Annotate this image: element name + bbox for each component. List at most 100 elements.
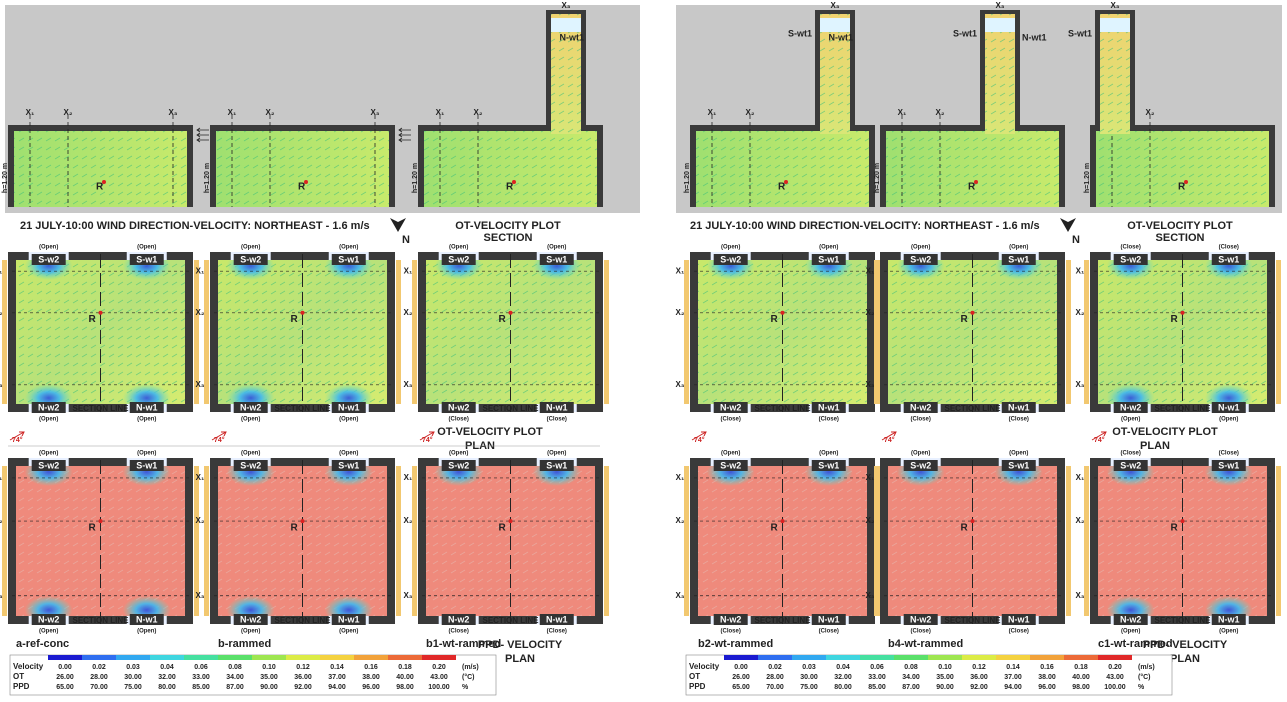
- legend-value: 100.00: [1104, 684, 1126, 691]
- reference-point: [301, 311, 305, 315]
- case-label: b2-wt-rammed: [698, 638, 773, 650]
- legend-unit: (°C): [1138, 673, 1151, 681]
- window-status: (Close): [1121, 451, 1141, 457]
- window-label: S-w1: [1218, 254, 1239, 264]
- x-marker-label: X₁: [866, 473, 875, 482]
- legend-value: 0.12: [972, 664, 986, 671]
- legend-swatch: [150, 655, 184, 660]
- x-marker-label: X₃: [403, 380, 412, 389]
- tower-opening: [1100, 18, 1130, 32]
- side-strip: [204, 466, 209, 616]
- window-label: N-w2: [448, 614, 470, 624]
- side-strip: [684, 466, 689, 616]
- legend-value: 0.10: [938, 664, 952, 671]
- legend-value: 98.00: [396, 684, 414, 691]
- plan-title: OT-VELOCITY PLOT: [437, 426, 543, 438]
- angle-label: 74°: [694, 436, 705, 444]
- window-label: S-w2: [1120, 460, 1141, 470]
- window-label: N-w1: [818, 402, 840, 412]
- north-label: N: [1072, 234, 1080, 246]
- legend-value: 0.00: [58, 664, 72, 671]
- side-strip: [1084, 260, 1089, 404]
- x-marker-label: X₂: [474, 108, 483, 117]
- header: 21 JULY-10:00 WIND DIRECTION-VELOCITY: N…: [20, 220, 370, 232]
- legend-value: 90.00: [936, 684, 954, 691]
- window-label: S-w2: [910, 460, 931, 470]
- legend-row-label: PPD: [689, 682, 706, 691]
- legend-swatch: [1064, 655, 1098, 660]
- window-label: N-w1: [136, 614, 158, 624]
- side-strip: [604, 260, 609, 404]
- section-vectors: [14, 131, 187, 207]
- legend-value: 30.00: [124, 674, 142, 681]
- section-vectors: [216, 131, 389, 207]
- section-line-label: SECTION LINE: [944, 616, 1001, 625]
- window-status: (Open): [39, 629, 58, 635]
- window-label: S-w2: [448, 254, 469, 264]
- legend-swatch: [82, 655, 116, 660]
- legend-value: 0.12: [296, 664, 310, 671]
- x-marker-label: X₂: [1146, 108, 1155, 117]
- x-marker-label: X₁: [1076, 473, 1085, 482]
- x-marker-label: X₃: [1075, 591, 1084, 600]
- height-label: h=1.20 m: [412, 163, 419, 193]
- reference-label: R: [291, 314, 299, 325]
- tower-opening: [985, 18, 1015, 32]
- x-marker-label: X₃: [0, 380, 3, 389]
- window-label: N-w1: [1218, 402, 1240, 412]
- side-strip: [412, 260, 417, 404]
- legend-value: 100.00: [428, 684, 450, 691]
- angle-label: 74°: [884, 436, 895, 444]
- x-marker-label: X₃: [1110, 1, 1119, 10]
- window-label: N-w2: [240, 402, 262, 412]
- window-label: N-w2: [910, 402, 932, 412]
- x-marker-label: X₁: [26, 108, 35, 117]
- reference-label: R: [1178, 182, 1186, 193]
- legend-unit: (m/s): [462, 664, 479, 671]
- legend-value: 0.02: [92, 664, 106, 671]
- legend-value: 33.00: [192, 674, 210, 681]
- window-status: (Open): [1121, 417, 1140, 423]
- window-label: S-w1: [1218, 460, 1239, 470]
- north-arrow: [1060, 218, 1076, 232]
- angle-label: 74°: [214, 436, 225, 444]
- side-strip: [874, 260, 879, 404]
- legend-value: 0.14: [1006, 664, 1020, 671]
- legend-value: 0.06: [194, 664, 208, 671]
- north-arrow: [390, 218, 406, 232]
- legend-value: 92.00: [294, 684, 312, 691]
- window-label: S-w2: [910, 254, 931, 264]
- legend-swatch: [962, 655, 996, 660]
- x-marker-label: X₁: [196, 266, 205, 275]
- side-strip: [1276, 466, 1281, 616]
- reference-point: [781, 311, 785, 315]
- window-status: (Open): [339, 417, 358, 423]
- side-strip: [604, 466, 609, 616]
- x-marker-label: X₂: [746, 108, 755, 117]
- window-status: (Open): [39, 451, 58, 457]
- window-label: S-w2: [240, 460, 261, 470]
- legend-value: 0.20: [1108, 664, 1122, 671]
- x-marker-label: X₃: [675, 380, 684, 389]
- section-line-label: SECTION LINE: [72, 404, 129, 413]
- height-label: h=1.20 m: [204, 163, 211, 193]
- legend-value: 33.00: [868, 674, 886, 681]
- window-label: N-w2: [720, 614, 742, 624]
- window-label: N-w1: [1008, 402, 1030, 412]
- window-label: N-w1: [1218, 614, 1240, 624]
- angle-label: 74°: [12, 436, 23, 444]
- x-marker-label: X₁: [436, 108, 445, 117]
- x-marker-label: X₃: [865, 380, 874, 389]
- legend-value: 32.00: [834, 674, 852, 681]
- side-strip: [1066, 466, 1071, 616]
- legend-swatch: [860, 655, 894, 660]
- x-marker-label: X₃: [561, 1, 570, 10]
- side-strip: [204, 260, 209, 404]
- legend-value: 80.00: [158, 684, 176, 691]
- window-label: N-w1: [546, 614, 568, 624]
- x-marker-label: X₃: [195, 380, 204, 389]
- legend-unit: (m/s): [1138, 664, 1155, 671]
- section-vectors: [696, 131, 869, 207]
- reference-point: [509, 311, 513, 315]
- x-marker-label: X₁: [404, 266, 413, 275]
